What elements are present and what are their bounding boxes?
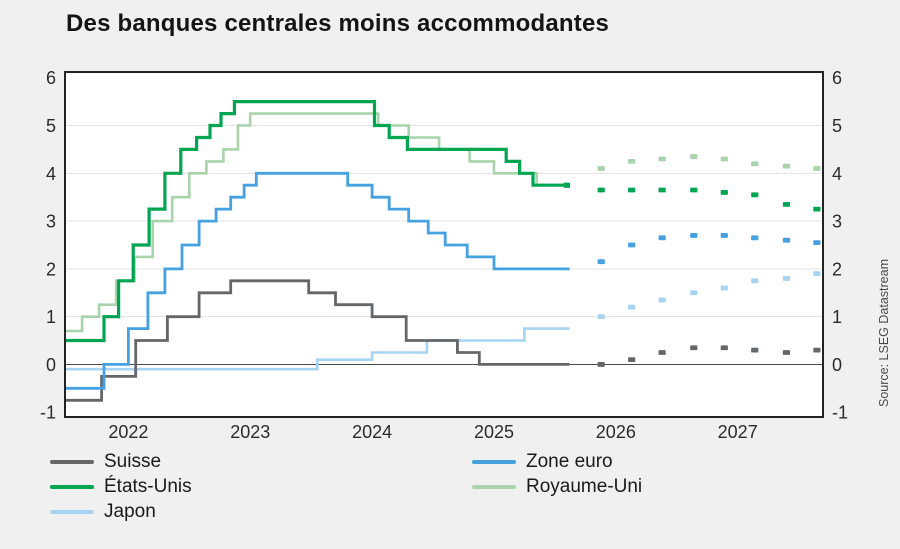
forecast-dot-etats_unis <box>658 187 666 193</box>
forecast-dot-japon <box>813 271 821 277</box>
plot-border <box>64 71 824 418</box>
x-tick-label-2025: 2025 <box>474 422 514 442</box>
legend-swatch-japon <box>50 509 94 514</box>
legend-label-suisse: Suisse <box>104 450 162 472</box>
forecast-dot-suisse <box>751 347 759 353</box>
forecast-dot-royaume_uni <box>720 156 728 162</box>
forecast-dot-etats_unis <box>751 192 759 198</box>
forecast-dot-japon <box>658 297 666 303</box>
y-tick-label-right-2: 2 <box>832 259 842 279</box>
legend-swatch-etats-unis <box>50 484 94 489</box>
forecast-dot-royaume_uni <box>658 156 666 162</box>
y-tick-label-left-4: 4 <box>46 164 56 184</box>
y-tick-label-right-6: 6 <box>832 68 842 88</box>
forecast-dot-etats_unis <box>720 190 728 195</box>
legend-label-royaume-uni: Royaume-Uni <box>526 475 643 497</box>
forecast-dot-zone_euro <box>690 233 698 238</box>
x-tick-label-2022: 2022 <box>108 422 148 442</box>
series-line-japon <box>65 327 570 371</box>
y-tick-label-right-5: 5 <box>832 116 842 136</box>
forecast-dot-zone_euro <box>658 235 666 241</box>
legend-column-right: Zone euro Royaume-Uni <box>472 449 642 499</box>
forecast-dot-japon <box>690 290 698 296</box>
legend-label-etats-unis: États-Unis <box>104 475 192 497</box>
forecast-dot-zone_euro <box>628 242 636 248</box>
forecast-dot-zone_euro <box>751 235 759 241</box>
legend-item-etats-unis: États-Unis <box>50 474 192 499</box>
forecast-dot-zone_euro <box>597 259 605 265</box>
legend-item-zone-euro: Zone euro <box>472 449 642 474</box>
x-tick-label-2024: 2024 <box>352 422 392 442</box>
y-tick-label-left-3: 3 <box>46 212 56 232</box>
forecast-dot-suisse <box>628 357 636 363</box>
series-line-etats_unis <box>65 100 570 343</box>
x-tick-label-2023: 2023 <box>230 422 270 442</box>
legend-item-royaume-uni: Royaume-Uni <box>472 474 642 499</box>
forecast-dot-etats_unis <box>690 187 698 193</box>
y-tick-label-right--1: -1 <box>832 403 848 423</box>
series-line-zone_euro <box>65 171 570 390</box>
forecast-dot-royaume_uni <box>690 154 698 159</box>
legend-swatch-suisse <box>50 459 94 464</box>
forecast-dot-suisse <box>813 347 821 353</box>
forecast-dot-japon <box>720 285 728 291</box>
forecast-dot-etats_unis <box>597 187 605 193</box>
y-tick-label-right-0: 0 <box>832 355 842 375</box>
series-end-marker-etats_unis <box>563 182 571 188</box>
y-tick-label-left--1: -1 <box>40 403 56 423</box>
forecast-dot-suisse <box>658 350 666 355</box>
series-line-suisse <box>65 279 570 402</box>
legend-item-japon: Japon <box>50 499 192 524</box>
forecast-dot-zone_euro <box>782 237 791 243</box>
forecast-dot-japon <box>782 276 791 281</box>
forecast-dot-suisse <box>690 345 698 351</box>
forecast-dot-royaume_uni <box>813 166 821 171</box>
y-tick-label-right-1: 1 <box>832 307 842 327</box>
forecast-dot-suisse <box>597 362 605 367</box>
x-tick-label-2027: 2027 <box>718 422 758 442</box>
forecast-dot-etats_unis <box>628 187 636 193</box>
forecast-dot-royaume_uni <box>597 166 605 171</box>
forecast-dot-royaume_uni <box>628 158 636 164</box>
forecast-dot-etats_unis <box>813 206 821 212</box>
forecast-dot-zone_euro <box>813 240 821 245</box>
source-note: Source: LSEG Datastream <box>877 259 891 407</box>
forecast-dot-japon <box>628 304 636 310</box>
forecast-dot-etats_unis <box>782 201 791 207</box>
forecast-dot-royaume_uni <box>782 163 791 169</box>
legend-label-zone-euro: Zone euro <box>526 450 613 472</box>
y-tick-label-right-3: 3 <box>832 212 842 232</box>
forecast-dot-japon <box>597 314 605 320</box>
forecast-dot-royaume_uni <box>751 161 759 167</box>
legend-item-suisse: Suisse <box>50 449 192 474</box>
forecast-dot-suisse <box>782 350 791 355</box>
forecast-dot-japon <box>751 278 759 284</box>
legend-label-japon: Japon <box>104 500 156 522</box>
forecast-dot-zone_euro <box>720 233 728 238</box>
forecast-dot-suisse <box>720 345 728 351</box>
legend-column-left: Suisse États-Unis Japon <box>50 449 192 524</box>
y-tick-label-right-4: 4 <box>832 164 842 184</box>
legend-swatch-zone-euro <box>472 459 516 464</box>
y-tick-label-left-2: 2 <box>46 259 56 279</box>
series-line-royaume_uni <box>65 112 570 333</box>
legend-swatch-royaume-uni <box>472 484 516 489</box>
y-tick-label-left-5: 5 <box>46 116 56 136</box>
y-tick-label-left-1: 1 <box>46 307 56 327</box>
x-tick-label-2026: 2026 <box>596 422 636 442</box>
chart-title: Des banques centrales moins accommodante… <box>66 10 610 37</box>
y-tick-label-left-0: 0 <box>46 355 56 375</box>
y-tick-label-left-6: 6 <box>46 68 56 88</box>
